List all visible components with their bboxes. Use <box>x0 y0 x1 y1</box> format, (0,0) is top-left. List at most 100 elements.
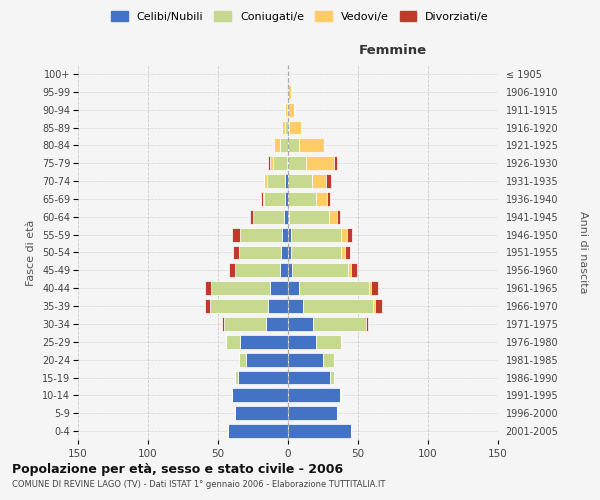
Bar <box>288 406 337 420</box>
Bar <box>224 317 266 331</box>
Bar <box>341 246 346 260</box>
Bar <box>233 246 239 260</box>
Text: Femmine: Femmine <box>359 44 427 58</box>
Bar <box>239 246 281 260</box>
Bar <box>323 352 334 366</box>
Bar <box>268 156 270 170</box>
Bar <box>253 210 284 224</box>
Bar <box>270 281 288 295</box>
Legend: Celibi/Nubili, Coniugati/e, Vedovi/e, Divorziati/e: Celibi/Nubili, Coniugati/e, Vedovi/e, Di… <box>106 6 494 28</box>
Bar <box>266 317 288 331</box>
Bar <box>238 370 288 384</box>
Bar <box>288 174 312 188</box>
Bar <box>346 246 350 260</box>
Y-axis label: Anni di nascita: Anni di nascita <box>578 211 588 294</box>
Bar <box>281 246 288 260</box>
Bar <box>288 299 304 313</box>
Bar <box>288 264 292 278</box>
Bar <box>288 246 291 260</box>
Bar <box>209 299 268 313</box>
Bar <box>274 138 280 152</box>
Bar <box>306 156 334 170</box>
Bar <box>287 156 288 170</box>
Bar <box>292 264 348 278</box>
Bar <box>264 192 285 206</box>
Bar <box>369 281 371 295</box>
Bar <box>228 424 288 438</box>
Bar <box>288 424 351 438</box>
Bar <box>330 370 334 384</box>
Bar <box>232 228 241 241</box>
Bar <box>288 138 299 152</box>
Bar <box>288 335 316 349</box>
Bar <box>288 352 323 366</box>
Bar <box>316 192 327 206</box>
Bar <box>241 228 283 241</box>
Bar <box>299 138 325 152</box>
Bar <box>288 192 316 206</box>
Bar <box>351 264 356 278</box>
Bar <box>340 388 341 402</box>
Bar <box>288 370 330 384</box>
Bar <box>371 281 377 295</box>
Bar <box>239 352 246 366</box>
Bar <box>341 228 347 241</box>
Bar <box>337 210 340 224</box>
Bar <box>267 174 285 188</box>
Bar <box>235 370 238 384</box>
Bar <box>283 120 285 134</box>
Bar <box>262 192 263 206</box>
Bar <box>288 281 299 295</box>
Bar <box>288 317 313 331</box>
Bar <box>373 299 375 313</box>
Bar <box>285 120 288 134</box>
Bar <box>327 192 330 206</box>
Bar <box>288 210 289 224</box>
Bar <box>288 228 291 241</box>
Bar <box>235 264 280 278</box>
Bar <box>285 192 288 206</box>
Bar <box>288 102 293 117</box>
Bar <box>268 299 288 313</box>
Bar <box>283 228 288 241</box>
Bar <box>285 174 288 188</box>
Bar <box>272 156 287 170</box>
Bar <box>312 174 326 188</box>
Bar <box>241 335 288 349</box>
Bar <box>288 388 340 402</box>
Bar <box>348 264 351 278</box>
Bar <box>246 352 288 366</box>
Bar <box>232 388 288 402</box>
Bar <box>250 210 253 224</box>
Bar <box>291 228 341 241</box>
Bar <box>280 138 288 152</box>
Bar <box>326 174 331 188</box>
Bar <box>205 281 211 295</box>
Bar <box>285 102 287 117</box>
Bar <box>235 406 288 420</box>
Bar <box>211 281 270 295</box>
Bar <box>299 281 369 295</box>
Bar <box>288 85 291 99</box>
Bar <box>304 299 373 313</box>
Bar <box>334 156 337 170</box>
Bar <box>375 299 382 313</box>
Text: Popolazione per età, sesso e stato civile - 2006: Popolazione per età, sesso e stato civil… <box>12 462 343 475</box>
Bar <box>288 120 289 134</box>
Bar <box>226 335 241 349</box>
Bar <box>329 210 337 224</box>
Y-axis label: Fasce di età: Fasce di età <box>26 220 37 286</box>
Bar <box>264 174 267 188</box>
Bar <box>270 156 272 170</box>
Bar <box>222 317 224 331</box>
Text: COMUNE DI REVINE LAGO (TV) - Dati ISTAT 1° gennaio 2006 - Elaborazione TUTTITALI: COMUNE DI REVINE LAGO (TV) - Dati ISTAT … <box>12 480 385 489</box>
Bar <box>205 299 209 313</box>
Bar <box>280 264 288 278</box>
Bar <box>263 192 264 206</box>
Bar <box>313 317 367 331</box>
Bar <box>347 228 352 241</box>
Bar <box>289 210 329 224</box>
Bar <box>367 317 368 331</box>
Bar <box>288 156 306 170</box>
Bar <box>291 246 341 260</box>
